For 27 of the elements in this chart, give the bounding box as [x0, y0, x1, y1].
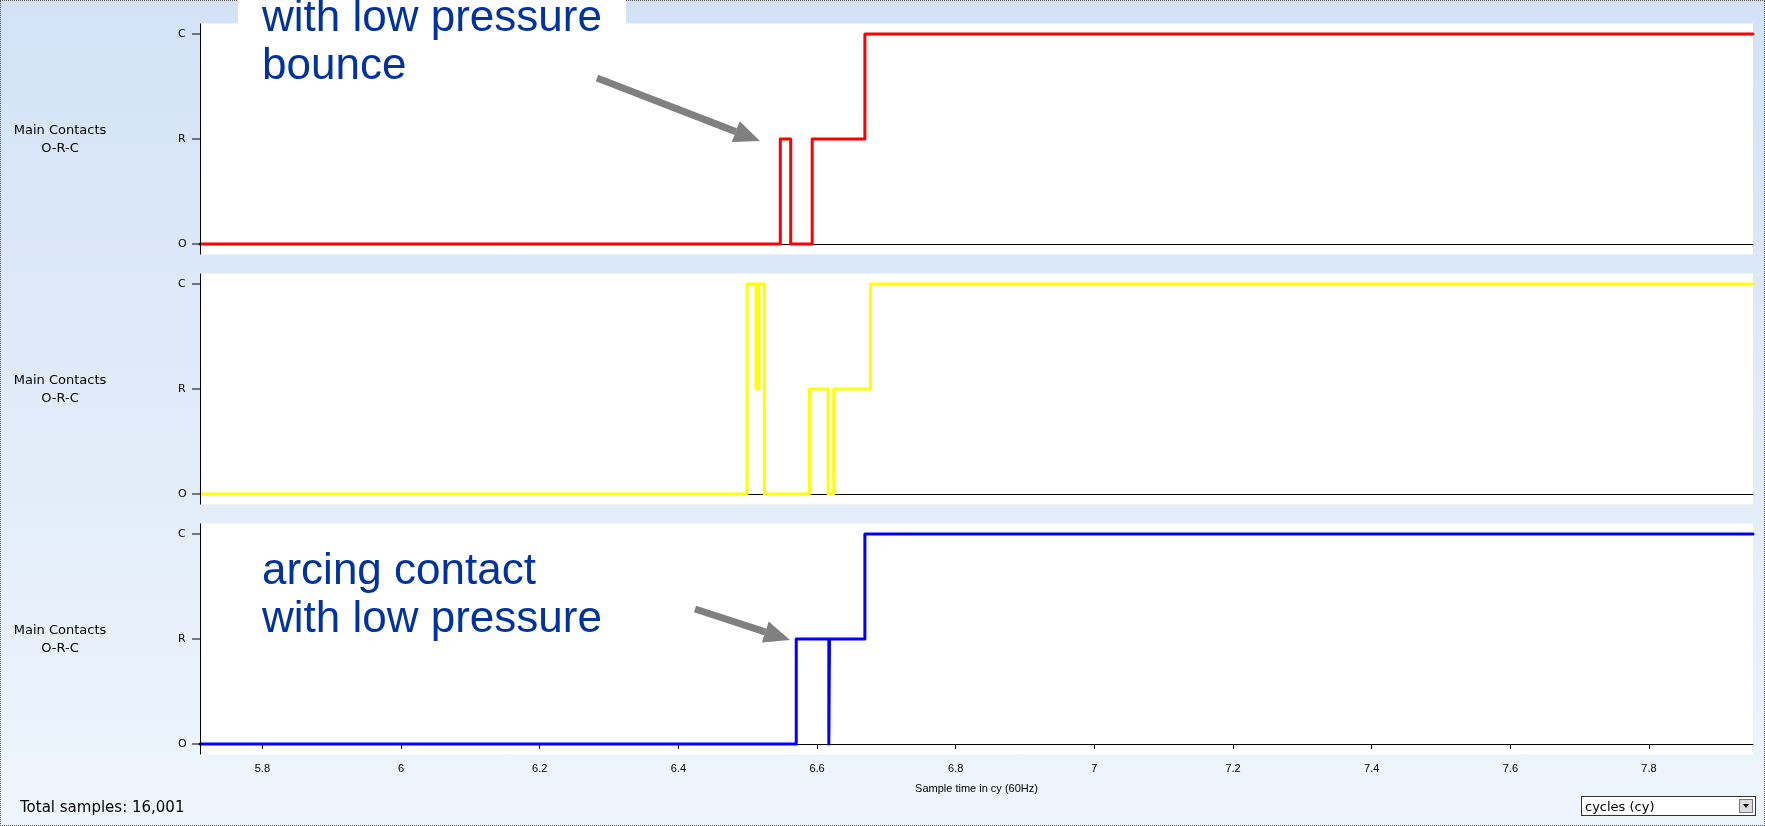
text: C — [178, 527, 186, 540]
text: R — [178, 382, 186, 395]
x-tick-label: 5.8 — [254, 762, 271, 774]
y-axis-title: Main Contacts O-R-C — [12, 621, 108, 657]
text: C — [178, 27, 186, 40]
text: O — [178, 737, 187, 750]
x-tick-label: 6.2 — [532, 762, 548, 774]
x-tick-label: 7.8 — [1641, 762, 1657, 774]
x-axis-title: Sample time in cy (60Hz) — [915, 782, 1038, 794]
text: R — [178, 632, 186, 645]
text: O — [178, 487, 187, 500]
x-tick-label: 7.6 — [1502, 762, 1518, 774]
x-tick-label: 6.4 — [670, 762, 687, 774]
x-tick-label: 6 — [398, 762, 405, 774]
dropdown: cycles (cy) — [1581, 796, 1756, 816]
y-axis-title: Main Contacts O-R-C — [12, 371, 108, 407]
x-tick-label: 7.4 — [1364, 762, 1380, 774]
x-tick-label: 6.8 — [948, 762, 964, 774]
text: R — [178, 132, 186, 145]
text: Total samples: 16,001 — [20, 798, 185, 816]
text: O — [178, 237, 187, 250]
y-axis-title: Main Contacts O-R-C — [12, 121, 108, 157]
x-tick-label: 7.2 — [1225, 762, 1241, 774]
x-tick-label: 6.6 — [809, 762, 825, 774]
text: C — [178, 277, 186, 290]
annotation: arcing contact with low pressure — [262, 544, 602, 641]
x-tick-label: 7 — [1091, 762, 1098, 774]
